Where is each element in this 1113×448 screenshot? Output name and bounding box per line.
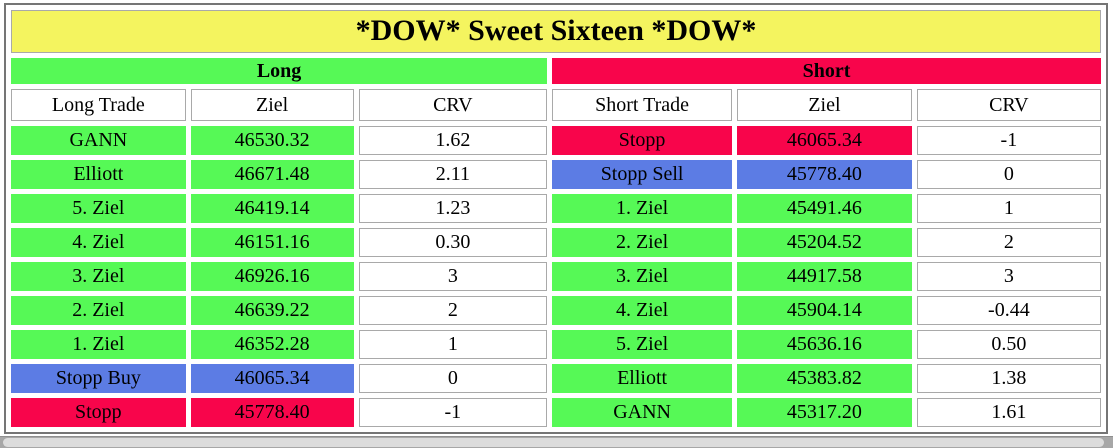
long-ziel-cell: 46530.32	[190, 126, 354, 155]
column-header-row: Long Trade Ziel CRV Short Trade Ziel CRV	[11, 89, 1101, 121]
long-crv-cell: 1	[358, 330, 548, 359]
long-crv-cell: 3	[358, 262, 548, 291]
table-row: 5. Ziel 46419.14 1.23 1. Ziel 45491.46 1	[11, 194, 1101, 223]
table-row: Stopp 45778.40 -1 GANN 45317.20 1.61	[11, 398, 1101, 427]
long-crv-cell: 0	[358, 364, 548, 393]
short-ziel-cell: 45636.16	[737, 330, 912, 359]
table-row: 4. Ziel 46151.16 0.30 2. Ziel 45204.52 2	[11, 228, 1101, 257]
short-ziel-cell: 46065.34	[737, 126, 912, 155]
long-trade-cell: Stopp Buy	[11, 364, 186, 393]
short-trade-cell: Stopp Sell	[552, 160, 733, 189]
long-ziel-cell: 46639.22	[190, 296, 354, 325]
short-ziel-cell: 44917.58	[737, 262, 912, 291]
table-row: 2. Ziel 46639.22 2 4. Ziel 45904.14 -0.4…	[11, 296, 1101, 325]
table-row: GANN 46530.32 1.62 Stopp 46065.34 -1	[11, 126, 1101, 155]
short-trade-column-header: Short Trade	[552, 89, 733, 121]
short-crv-cell: 1	[916, 194, 1101, 223]
long-trade-cell: 4. Ziel	[11, 228, 186, 257]
short-ziel-column-header: Ziel	[737, 89, 912, 121]
horizontal-scrollbar-thumb[interactable]	[3, 438, 1104, 447]
long-ziel-cell: 46419.14	[190, 194, 354, 223]
long-trade-cell: 5. Ziel	[11, 194, 186, 223]
long-crv-cell: 1.62	[358, 126, 548, 155]
short-ziel-cell: 45383.82	[737, 364, 912, 393]
short-ziel-cell: 45904.14	[737, 296, 912, 325]
table-row: Stopp Buy 46065.34 0 Elliott 45383.82 1.…	[11, 364, 1101, 393]
table-row: 1. Ziel 46352.28 1 5. Ziel 45636.16 0.50	[11, 330, 1101, 359]
long-crv-column-header: CRV	[358, 89, 548, 121]
table-row: 3. Ziel 46926.16 3 3. Ziel 44917.58 3	[11, 262, 1101, 291]
short-ziel-cell: 45317.20	[737, 398, 912, 427]
long-trade-cell: Stopp	[11, 398, 186, 427]
long-trade-cell: GANN	[11, 126, 186, 155]
short-crv-cell: 1.61	[916, 398, 1101, 427]
table-row: Elliott 46671.48 2.11 Stopp Sell 45778.4…	[11, 160, 1101, 189]
long-ziel-cell: 46352.28	[190, 330, 354, 359]
short-crv-cell: 0	[916, 160, 1101, 189]
long-trade-cell: 2. Ziel	[11, 296, 186, 325]
long-trade-cell: 3. Ziel	[11, 262, 186, 291]
short-ziel-cell: 45778.40	[737, 160, 912, 189]
short-trade-cell: 2. Ziel	[552, 228, 733, 257]
short-crv-column-header: CRV	[916, 89, 1101, 121]
short-section-header: Short	[552, 58, 1101, 84]
long-section-header: Long	[11, 58, 548, 84]
section-header-row: Long Short	[11, 58, 1101, 84]
long-ziel-cell: 46671.48	[190, 160, 354, 189]
short-crv-cell: 1.38	[916, 364, 1101, 393]
short-trade-cell: 4. Ziel	[552, 296, 733, 325]
long-crv-cell: 0.30	[358, 228, 548, 257]
long-crv-cell: 1.23	[358, 194, 548, 223]
long-crv-cell: 2.11	[358, 160, 548, 189]
short-crv-cell: -1	[916, 126, 1101, 155]
short-trade-cell: Elliott	[552, 364, 733, 393]
short-trade-cell: 1. Ziel	[552, 194, 733, 223]
short-crv-cell: 3	[916, 262, 1101, 291]
short-trade-cell: 5. Ziel	[552, 330, 733, 359]
title-row: *DOW* Sweet Sixteen *DOW*	[11, 10, 1101, 53]
long-ziel-cell: 46151.16	[190, 228, 354, 257]
long-ziel-cell: 46926.16	[190, 262, 354, 291]
long-crv-cell: 2	[358, 296, 548, 325]
short-ziel-cell: 45204.52	[737, 228, 912, 257]
short-crv-cell: 0.50	[916, 330, 1101, 359]
page-title: *DOW* Sweet Sixteen *DOW*	[11, 10, 1101, 53]
short-trade-cell: 3. Ziel	[552, 262, 733, 291]
long-trade-cell: Elliott	[11, 160, 186, 189]
short-trade-cell: Stopp	[552, 126, 733, 155]
short-ziel-cell: 45491.46	[737, 194, 912, 223]
table-container: *DOW* Sweet Sixteen *DOW* Long Short Lon…	[4, 3, 1108, 434]
short-trade-cell: GANN	[552, 398, 733, 427]
long-ziel-cell: 46065.34	[190, 364, 354, 393]
short-crv-cell: 2	[916, 228, 1101, 257]
long-trade-column-header: Long Trade	[11, 89, 186, 121]
long-crv-cell: -1	[358, 398, 548, 427]
horizontal-scrollbar[interactable]	[0, 436, 1113, 448]
long-ziel-column-header: Ziel	[190, 89, 354, 121]
long-trade-cell: 1. Ziel	[11, 330, 186, 359]
short-crv-cell: -0.44	[916, 296, 1101, 325]
long-ziel-cell: 45778.40	[190, 398, 354, 427]
sweet-sixteen-table: *DOW* Sweet Sixteen *DOW* Long Short Lon…	[4, 3, 1108, 434]
